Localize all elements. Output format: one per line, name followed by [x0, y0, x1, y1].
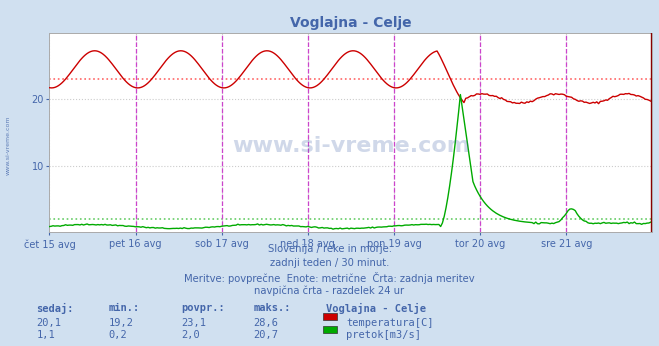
Text: navpična črta - razdelek 24 ur: navpična črta - razdelek 24 ur: [254, 285, 405, 296]
Text: sedaj:: sedaj:: [36, 303, 74, 314]
Text: Voglajna - Celje: Voglajna - Celje: [326, 303, 426, 314]
Text: 0,2: 0,2: [109, 330, 127, 340]
Text: Slovenija / reke in morje.: Slovenija / reke in morje.: [268, 244, 391, 254]
Text: temperatura[C]: temperatura[C]: [346, 318, 434, 328]
Text: maks.:: maks.:: [254, 303, 291, 313]
Text: 20,7: 20,7: [254, 330, 279, 340]
Text: www.si-vreme.com: www.si-vreme.com: [232, 136, 470, 156]
Text: 28,6: 28,6: [254, 318, 279, 328]
Text: 2,0: 2,0: [181, 330, 200, 340]
Text: min.:: min.:: [109, 303, 140, 313]
Text: 19,2: 19,2: [109, 318, 134, 328]
Text: zadnji teden / 30 minut.: zadnji teden / 30 minut.: [270, 258, 389, 268]
Text: www.si-vreme.com: www.si-vreme.com: [5, 116, 11, 175]
Text: 23,1: 23,1: [181, 318, 206, 328]
Text: 20,1: 20,1: [36, 318, 61, 328]
Title: Voglajna - Celje: Voglajna - Celje: [290, 16, 412, 30]
Text: Meritve: povprečne  Enote: metrične  Črta: zadnja meritev: Meritve: povprečne Enote: metrične Črta:…: [184, 272, 475, 284]
Text: pretok[m3/s]: pretok[m3/s]: [346, 330, 421, 340]
Text: 1,1: 1,1: [36, 330, 55, 340]
Text: povpr.:: povpr.:: [181, 303, 225, 313]
